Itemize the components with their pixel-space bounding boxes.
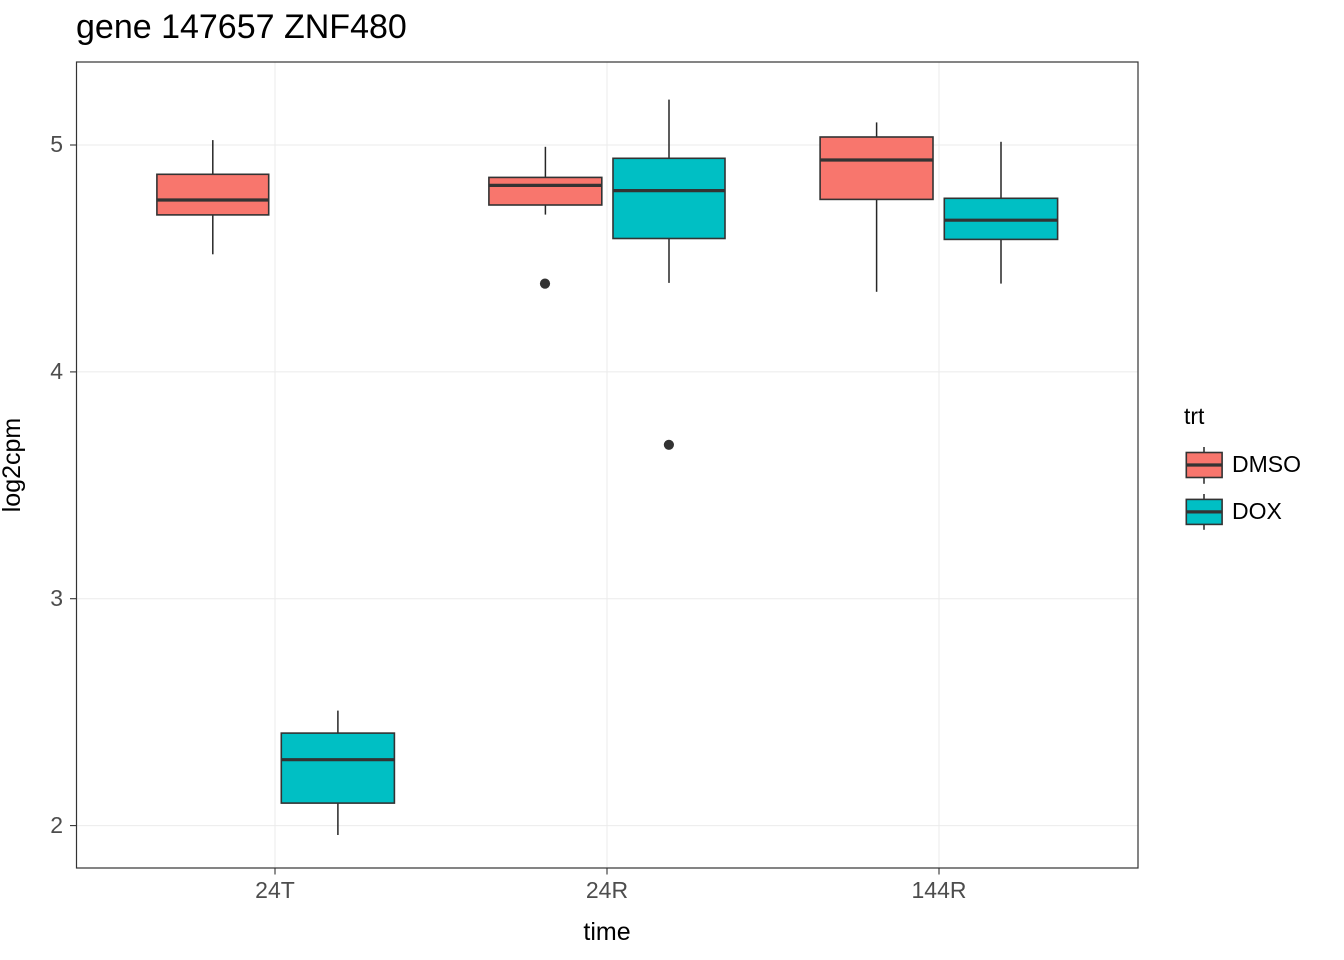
svg-text:trt: trt [1184, 403, 1205, 429]
svg-text:log2cpm: log2cpm [0, 418, 26, 513]
svg-text:DMSO: DMSO [1232, 451, 1301, 477]
svg-text:24T: 24T [255, 877, 295, 903]
svg-text:4: 4 [50, 358, 63, 384]
svg-text:2: 2 [50, 812, 63, 838]
svg-text:144R: 144R [912, 877, 967, 903]
svg-text:24R: 24R [586, 877, 628, 903]
svg-text:time: time [583, 918, 630, 946]
svg-text:DOX: DOX [1232, 498, 1282, 524]
svg-text:5: 5 [50, 131, 63, 157]
svg-text:gene 147657 ZNF480: gene 147657 ZNF480 [76, 8, 407, 46]
svg-text:3: 3 [50, 585, 63, 611]
